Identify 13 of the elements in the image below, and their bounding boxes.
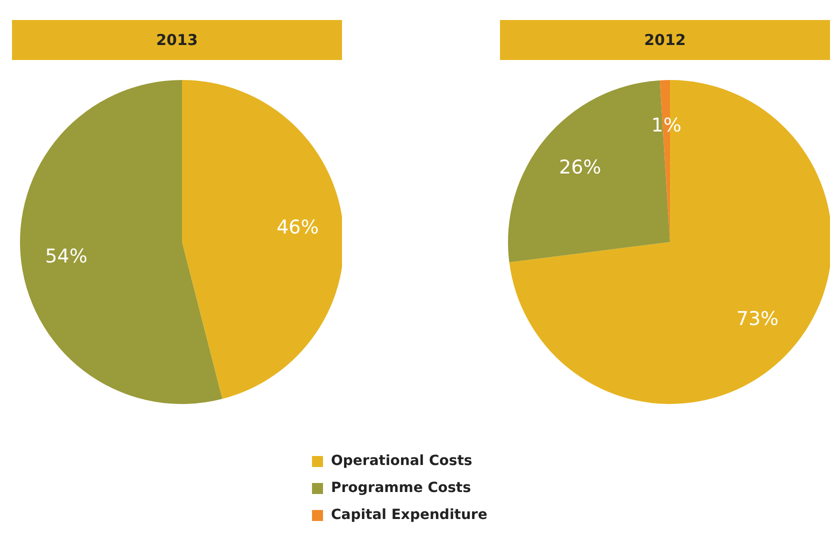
pie-slice [182,80,342,399]
data-label: 73% [736,308,779,330]
data-label: 46% [276,216,319,238]
legend-label: Capital Expenditure [331,506,488,525]
chart-title: 2013 [12,20,342,60]
data-label: 26% [559,156,602,179]
data-label: 1% [651,114,682,136]
pie-slice [20,80,222,404]
data-label: 54% [45,246,88,268]
legend-label: Operational Costs [331,452,472,471]
pie-slice [509,80,830,404]
legend-label: Programme Costs [331,479,471,498]
chart-title: 2012 [500,20,830,60]
